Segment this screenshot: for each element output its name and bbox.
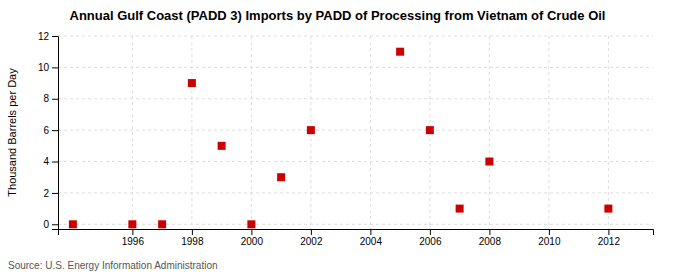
x-axis-tick-mark xyxy=(251,229,252,235)
point xyxy=(188,79,196,87)
x-axis-tick-label: 1996 xyxy=(122,236,145,247)
x-axis-tick: 2004 xyxy=(360,229,383,247)
x-axis-tick-mark xyxy=(311,229,312,235)
x-axis-tick-mark xyxy=(192,229,193,235)
x-axis-tick-label: 2008 xyxy=(479,236,502,247)
x-axis-tick: 1998 xyxy=(181,229,204,247)
grid-line-y xyxy=(58,130,653,131)
y-axis-tick-mark xyxy=(52,99,58,100)
grid-line-y xyxy=(58,192,653,193)
y-axis-tick-label: 2 xyxy=(43,188,49,199)
x-axis-tick-mark xyxy=(370,229,371,235)
y-axis-tick: 8 xyxy=(43,93,58,104)
grid-line-x xyxy=(251,36,252,229)
grid-line-x xyxy=(489,36,490,229)
x-axis-tick-label: 2000 xyxy=(241,236,264,247)
point xyxy=(128,220,136,228)
y-axis-tick: 4 xyxy=(43,156,58,167)
x-axis-tick-mark xyxy=(549,229,550,235)
points xyxy=(69,48,613,229)
x-axis-tick-label: 2012 xyxy=(598,236,621,247)
y-axis-tick: 10 xyxy=(38,62,58,73)
point xyxy=(307,126,315,134)
grid-line-x xyxy=(370,36,371,229)
point xyxy=(247,220,255,228)
x-axis-tick-mark xyxy=(430,229,431,235)
y-axis-tick: 0 xyxy=(43,219,58,230)
x-axis-tick: 2012 xyxy=(598,229,621,247)
x-axis-tick: 2008 xyxy=(479,229,502,247)
chart: 1996 1998 2000 2002 2004 2006 2008 2010 2012 0 2 4 6… xyxy=(0,0,675,275)
y-axis-tick: 6 xyxy=(43,125,58,136)
grid-line-x xyxy=(132,36,133,229)
y-axis-tick-label: 0 xyxy=(43,219,49,230)
x-axis-tick: 1996 xyxy=(122,229,145,247)
x-axis-tick-mark xyxy=(608,229,609,235)
x-axis-tick-mark xyxy=(489,229,490,235)
x-axis-tick-label: 2004 xyxy=(360,236,383,247)
x-axis-tick-mark xyxy=(132,229,133,235)
y-axis-tick-label: 4 xyxy=(43,156,49,167)
y-axis-tick-mark xyxy=(52,224,58,225)
grid-line-x xyxy=(548,36,549,229)
y-axis-tick-mark xyxy=(52,67,58,68)
x-axis-tick-label: 1998 xyxy=(181,236,204,247)
x-axis-tick-label: 2006 xyxy=(419,236,442,247)
x-axis-tick: 2010 xyxy=(538,229,561,247)
grid-line-y xyxy=(58,98,653,99)
point xyxy=(604,205,612,213)
x-axis-tick: 2006 xyxy=(419,229,442,247)
y-axis-tick-label: 12 xyxy=(38,31,50,42)
y-axis-tick-mark xyxy=(52,130,58,131)
x-axis-tick-label: 2002 xyxy=(300,236,323,247)
point xyxy=(158,220,166,228)
x-axis-line xyxy=(59,230,654,236)
point xyxy=(396,48,404,56)
x-axis-tick: 2000 xyxy=(241,229,264,247)
plot-area: 1996 1998 2000 2002 2004 2006 2008 2010 2012 0 2 4 6… xyxy=(38,31,654,247)
point xyxy=(218,142,226,150)
y-axis-tick-label: 10 xyxy=(38,62,50,73)
grid-line-y xyxy=(58,36,653,37)
y-axis-tick: 2 xyxy=(43,188,58,199)
grid-line-x xyxy=(608,36,609,229)
annotation: Source: U.S. Energy Information Administ… xyxy=(8,260,218,271)
grid xyxy=(58,36,653,229)
y-axis-tick-mark xyxy=(52,36,58,37)
y-axis-line xyxy=(52,37,59,230)
point xyxy=(456,205,464,213)
title: Annual Gulf Coast (PADD 3) Imports by PA… xyxy=(70,8,606,23)
x-axis-tick-label: 2010 xyxy=(538,236,561,247)
y-axis-tick-mark xyxy=(52,162,58,163)
y-axis-tick-label: 6 xyxy=(43,125,49,136)
x-axis: 1996 1998 2000 2002 2004 2006 2008 2010 2012 xyxy=(59,229,654,247)
grid-line-y xyxy=(58,67,653,68)
y-axis: 0 2 4 6 8 10 12 xyxy=(38,31,59,230)
point xyxy=(426,126,434,134)
point xyxy=(277,173,285,181)
x-axis-tick: 2002 xyxy=(300,229,323,247)
point xyxy=(69,220,77,228)
grid-line-x xyxy=(191,36,192,229)
y-axis-tick: 12 xyxy=(38,31,58,42)
y-axis-tick-mark xyxy=(52,193,58,194)
grid-line-y xyxy=(58,224,653,225)
y-axis-tick-label: 8 xyxy=(43,93,49,104)
point xyxy=(485,158,493,166)
y-axis-title: Thousand Barrels per Day xyxy=(6,68,18,197)
grid-line-y xyxy=(58,161,653,162)
